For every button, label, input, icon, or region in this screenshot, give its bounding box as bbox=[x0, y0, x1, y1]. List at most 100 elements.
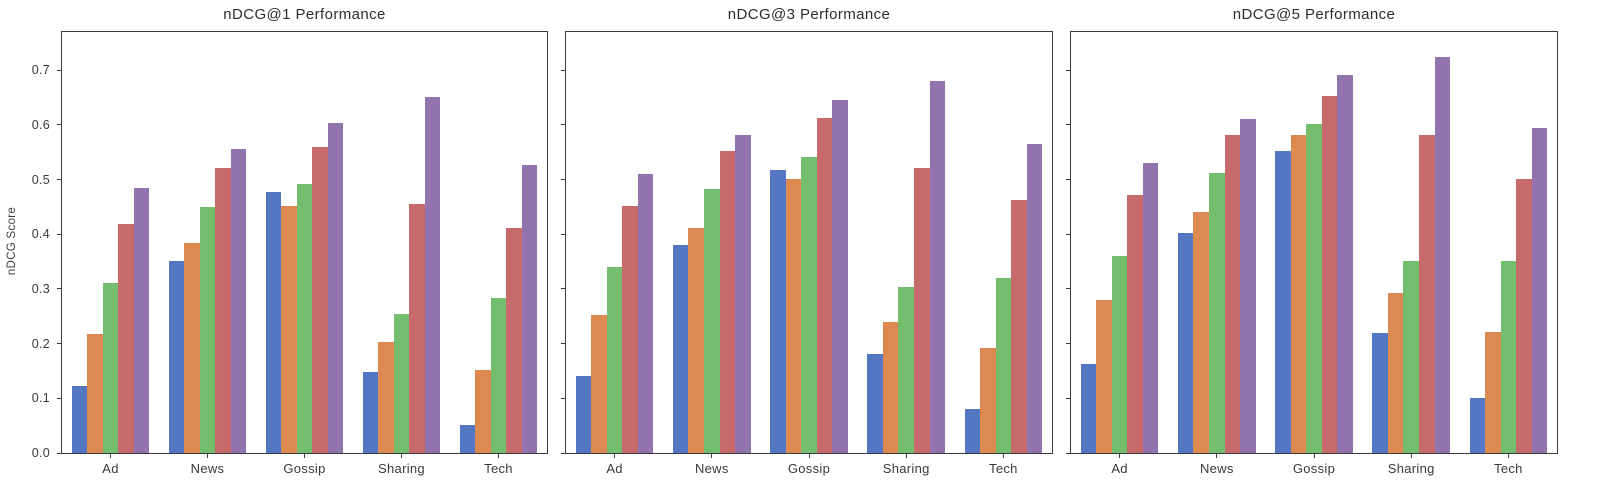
bar-gossip-purple bbox=[832, 100, 848, 453]
bar-news-red bbox=[719, 151, 736, 453]
x-tick-mark bbox=[110, 454, 111, 458]
bar-news-blue bbox=[1177, 233, 1194, 453]
y-tick-mark bbox=[561, 69, 565, 71]
y-tick-mark bbox=[57, 343, 61, 345]
y-tick-label: 0.7 bbox=[31, 63, 50, 78]
bar-tech-orange bbox=[1485, 331, 1501, 453]
x-tick-mark bbox=[498, 454, 499, 458]
x-tick-label-news: News bbox=[1199, 461, 1234, 476]
bar-news-orange bbox=[1193, 211, 1210, 453]
x-tick-label-gossip: Gossip bbox=[283, 461, 326, 476]
x-tick-mark bbox=[1410, 454, 1412, 458]
bar-tech-green bbox=[1500, 261, 1517, 453]
x-tick-label-gossip: Gossip bbox=[787, 461, 831, 476]
bar-ad-purple bbox=[637, 173, 654, 453]
x-tick-mark bbox=[401, 454, 402, 458]
bar-tech-purple bbox=[1026, 144, 1043, 453]
bar-gossip-red bbox=[816, 118, 833, 453]
bar-tech-blue bbox=[1469, 397, 1486, 453]
bar-ad-orange bbox=[591, 315, 607, 453]
y-tick-mark bbox=[561, 397, 565, 399]
y-tick-label: 0.2 bbox=[31, 336, 50, 351]
subplot-ndcg5-plot-area: Ad News Gossip Sharing Tech bbox=[1066, 32, 1557, 476]
bar-gossip-orange bbox=[281, 206, 297, 453]
bar-sharing-purple bbox=[929, 81, 946, 453]
subplot-ndcg3-plot-area: Ad News Gossip Sharing Tech bbox=[561, 32, 1052, 476]
bar-news-blue bbox=[168, 260, 185, 453]
y-tick-mark bbox=[1066, 288, 1070, 290]
bar-ad-blue bbox=[1080, 363, 1097, 453]
bar-ad-blue bbox=[71, 386, 88, 453]
x-tick-mark bbox=[1507, 454, 1509, 458]
x-tick-label-sharing: Sharing bbox=[1387, 461, 1435, 476]
bar-sharing-blue bbox=[867, 353, 883, 453]
bar-sharing-red bbox=[1418, 135, 1435, 453]
subplot-ndcg1-plot-area: 0.0 0.1 0.2 0.3 0.4 0.5 0.6 0.7 Ad News Gossip Shar… bbox=[32, 32, 547, 476]
bar-news-purple bbox=[230, 149, 247, 453]
bar-tech-orange bbox=[980, 348, 996, 453]
bar-tech-blue bbox=[459, 425, 476, 453]
x-tick-label-tech: Tech bbox=[1494, 461, 1523, 476]
x-tick-mark bbox=[1119, 454, 1121, 458]
bar-sharing-orange bbox=[882, 321, 899, 453]
x-tick-label-news: News bbox=[190, 461, 225, 476]
x-tick-mark bbox=[1216, 454, 1218, 458]
y-tick-mark bbox=[561, 452, 565, 454]
y-tick-label: 0.0 bbox=[31, 446, 50, 460]
bar-tech-purple bbox=[1531, 128, 1548, 453]
y-tick-mark bbox=[1066, 343, 1070, 345]
y-tick-mark bbox=[561, 179, 565, 181]
bar-gossip-purple bbox=[1337, 74, 1353, 453]
y-tick-mark bbox=[1066, 397, 1070, 399]
y-tick-mark bbox=[1066, 179, 1070, 181]
bar-tech-green bbox=[490, 298, 507, 453]
bar-ad-red bbox=[118, 223, 134, 453]
y-tick-label: 0.3 bbox=[31, 281, 50, 296]
bar-gossip-orange bbox=[1290, 134, 1307, 453]
subplot-ndcg1: nDCG@1 Performance 0.0 0.1 0.2 0.3 0.4 0.5 0.6… bbox=[32, 6, 548, 476]
bar-news-green bbox=[1209, 173, 1225, 453]
y-tick-mark bbox=[57, 124, 61, 126]
bar-sharing-blue bbox=[362, 372, 379, 453]
bar-gossip-blue bbox=[1275, 151, 1291, 453]
bar-ad-green bbox=[102, 282, 119, 453]
bar-tech-red bbox=[1516, 179, 1532, 453]
x-tick-label-sharing: Sharing bbox=[882, 461, 930, 476]
bar-tech-blue bbox=[964, 408, 981, 453]
bar-sharing-green bbox=[393, 314, 410, 453]
bar-ad-red bbox=[1127, 195, 1143, 453]
bar-news-green bbox=[704, 189, 720, 453]
bar-tech-purple bbox=[521, 164, 538, 453]
x-tick-label-ad: Ad bbox=[606, 461, 623, 476]
x-tick-mark bbox=[808, 454, 810, 458]
x-tick-label-ad: Ad bbox=[102, 461, 119, 476]
bar-tech-red bbox=[1011, 200, 1027, 453]
bar-sharing-blue bbox=[1372, 332, 1388, 453]
bar-sharing-red bbox=[913, 168, 930, 453]
bar-sharing-red bbox=[409, 203, 425, 453]
y-tick-mark bbox=[1066, 69, 1070, 71]
bar-sharing-purple bbox=[1434, 57, 1451, 453]
bar-sharing-green bbox=[1403, 260, 1419, 453]
x-tick-mark bbox=[614, 454, 616, 458]
y-tick-mark bbox=[57, 69, 61, 71]
x-tick-label-tech: Tech bbox=[989, 461, 1018, 476]
bar-gossip-green bbox=[1306, 124, 1322, 453]
bar-news-blue bbox=[672, 245, 689, 453]
bar-ad-blue bbox=[575, 375, 592, 453]
y-tick-mark bbox=[57, 452, 61, 454]
bar-gossip-red bbox=[1321, 95, 1338, 453]
y-tick-label: 0.1 bbox=[31, 391, 50, 406]
bar-gossip-blue bbox=[770, 170, 786, 453]
bar-news-orange bbox=[184, 243, 200, 453]
bar-news-red bbox=[1224, 135, 1241, 453]
subplot-ndcg5-title: nDCG@5 Performance bbox=[1232, 6, 1396, 23]
bar-tech-green bbox=[995, 278, 1012, 453]
x-tick-label-ad: Ad bbox=[1111, 461, 1128, 476]
x-tick-label-news: News bbox=[694, 461, 729, 476]
bar-gossip-green bbox=[296, 184, 313, 453]
y-tick-label: 0.5 bbox=[31, 172, 50, 187]
y-tick-mark bbox=[1066, 233, 1070, 235]
y-tick-mark bbox=[57, 233, 61, 235]
